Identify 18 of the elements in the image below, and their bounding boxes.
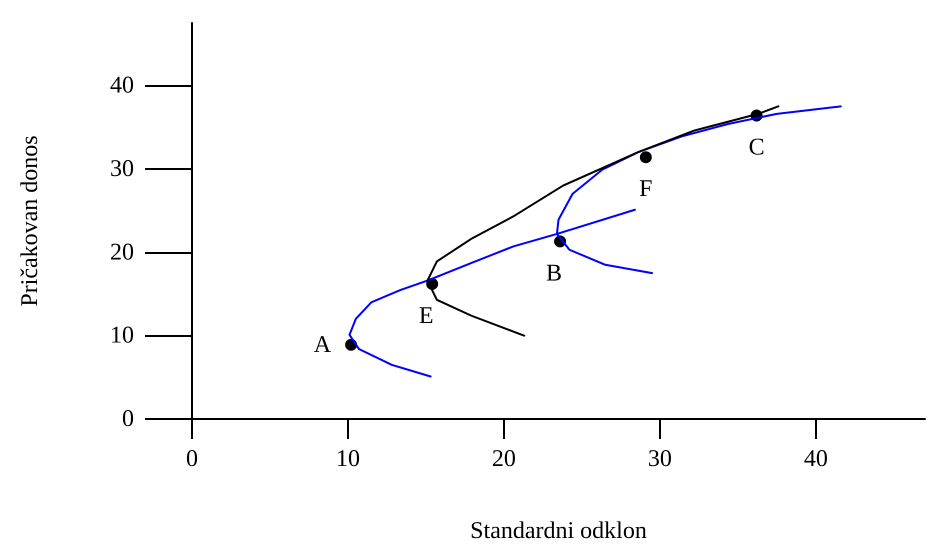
y-tick-label: 0 [122, 406, 134, 432]
y-tick-label: 10 [110, 322, 134, 349]
y-tick-label: 40 [110, 72, 134, 99]
x-tick-label: 30 [648, 446, 672, 472]
point [640, 151, 652, 164]
x-tick-label: 20 [492, 446, 516, 472]
data-label: C [748, 134, 765, 161]
x-tick-label: 10 [336, 446, 360, 472]
data-label: E [418, 302, 434, 329]
x-tick-label: 0 [186, 446, 198, 472]
data-label: F [639, 176, 653, 202]
data-label: B [546, 260, 562, 286]
y-tick-label: 20 [110, 239, 134, 266]
x-axis-title: Standardni odklon [470, 518, 647, 544]
data-label: A [314, 332, 332, 358]
x-tick-label: 40 [804, 446, 828, 472]
y-tick-label: 30 [110, 156, 134, 182]
y-axis-title: Pričakovan donos [17, 135, 43, 307]
